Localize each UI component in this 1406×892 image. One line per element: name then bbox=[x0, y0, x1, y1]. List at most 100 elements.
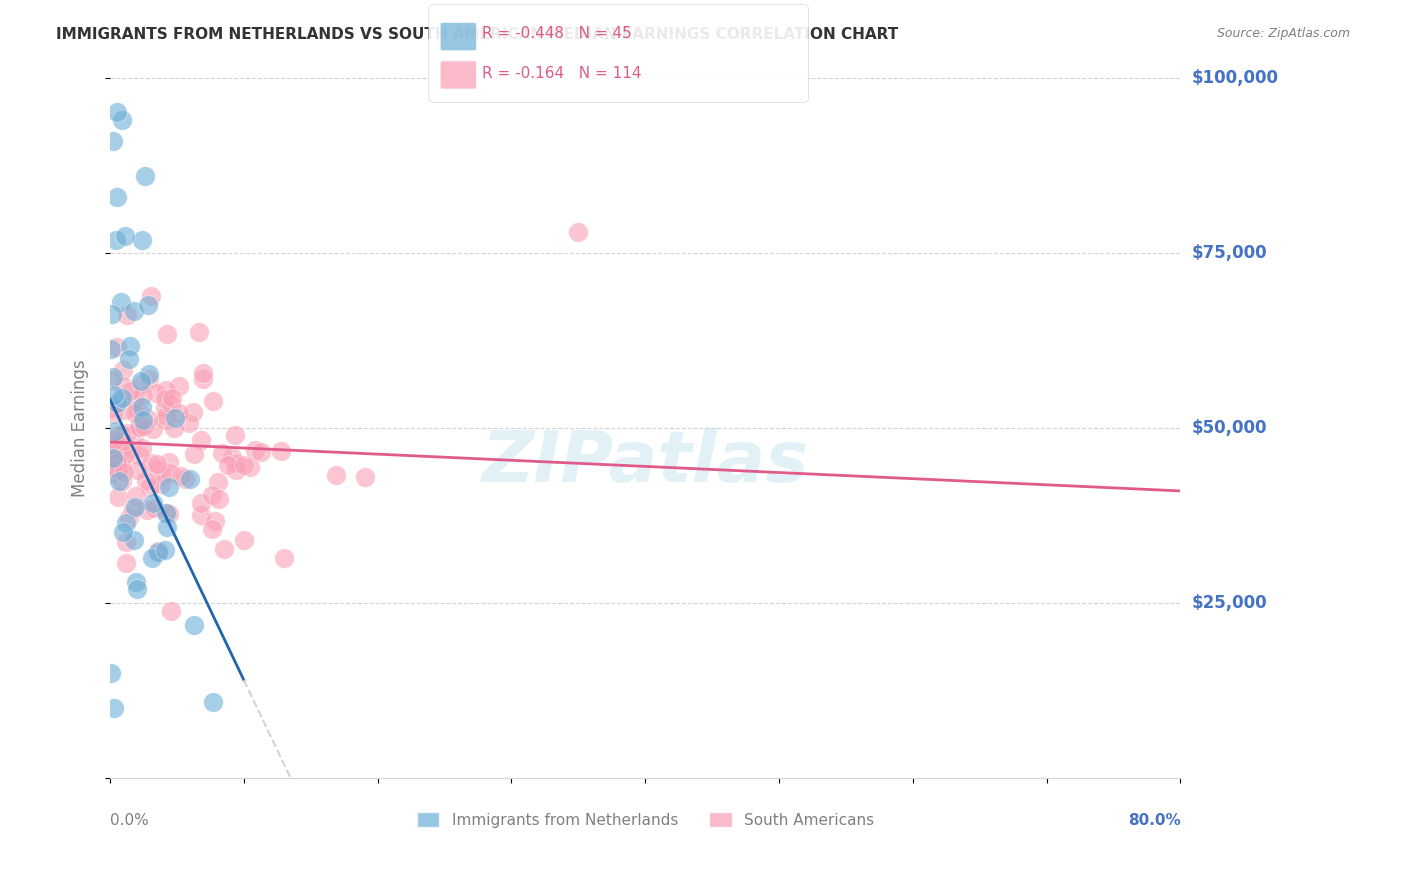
Point bbox=[118, 384, 141, 398]
Point bbox=[118, 339, 141, 353]
Point bbox=[163, 421, 186, 435]
Point bbox=[125, 582, 148, 597]
Point bbox=[141, 550, 163, 565]
Point bbox=[124, 500, 146, 514]
Point bbox=[117, 426, 139, 441]
Point bbox=[105, 455, 128, 469]
Point bbox=[139, 456, 162, 470]
Point bbox=[156, 506, 179, 520]
Point bbox=[100, 373, 122, 387]
Point bbox=[181, 405, 204, 419]
Point bbox=[115, 308, 138, 322]
Point bbox=[111, 378, 134, 392]
Point bbox=[138, 412, 160, 426]
Point bbox=[128, 420, 150, 434]
Point bbox=[105, 233, 128, 247]
Point bbox=[112, 363, 135, 377]
Point bbox=[225, 456, 247, 470]
Point bbox=[107, 462, 129, 476]
Point bbox=[122, 393, 145, 408]
Point bbox=[103, 462, 125, 476]
Point bbox=[204, 514, 226, 528]
Point bbox=[190, 508, 212, 523]
Point bbox=[201, 522, 224, 536]
Point bbox=[129, 374, 152, 388]
Point bbox=[122, 304, 145, 318]
Point bbox=[111, 113, 134, 128]
Point bbox=[112, 466, 135, 480]
Point bbox=[250, 445, 273, 459]
Text: ZIPatlas: ZIPatlas bbox=[481, 428, 808, 498]
Text: 80.0%: 80.0% bbox=[1128, 814, 1181, 829]
Point bbox=[190, 434, 212, 448]
Point bbox=[127, 403, 149, 417]
Point bbox=[160, 392, 183, 406]
Point bbox=[100, 467, 122, 481]
Point bbox=[136, 503, 159, 517]
Point bbox=[155, 401, 177, 415]
Point bbox=[155, 413, 177, 427]
Point bbox=[110, 392, 132, 406]
Point bbox=[157, 455, 180, 469]
Point bbox=[100, 342, 122, 356]
Point bbox=[170, 468, 193, 483]
Point bbox=[134, 169, 156, 183]
Point bbox=[107, 104, 129, 119]
Point bbox=[101, 134, 124, 148]
Point bbox=[160, 604, 183, 618]
Point bbox=[146, 457, 169, 471]
Point bbox=[201, 695, 224, 709]
Point bbox=[155, 409, 177, 423]
Point bbox=[146, 463, 169, 477]
Point bbox=[131, 233, 153, 247]
Point bbox=[221, 450, 243, 465]
Point bbox=[110, 294, 132, 309]
Point bbox=[101, 447, 124, 461]
Point bbox=[156, 326, 179, 341]
Point bbox=[107, 429, 129, 443]
Point bbox=[153, 542, 176, 557]
Point bbox=[114, 516, 136, 530]
Point bbox=[157, 480, 180, 494]
Point bbox=[174, 472, 197, 486]
Point bbox=[110, 457, 132, 471]
Point bbox=[193, 372, 215, 386]
Point bbox=[122, 428, 145, 442]
Point bbox=[101, 449, 124, 463]
Point bbox=[114, 534, 136, 549]
Text: IMMIGRANTS FROM NETHERLANDS VS SOUTH AMERICAN MEDIAN EARNINGS CORRELATION CHART: IMMIGRANTS FROM NETHERLANDS VS SOUTH AME… bbox=[56, 27, 898, 42]
Point bbox=[103, 407, 125, 421]
Point bbox=[103, 461, 125, 475]
Point bbox=[201, 488, 224, 502]
Point bbox=[156, 520, 179, 534]
Point bbox=[201, 394, 224, 409]
Text: R = -0.164   N = 114: R = -0.164 N = 114 bbox=[482, 66, 641, 80]
Point bbox=[103, 388, 125, 402]
Point bbox=[191, 367, 214, 381]
Point bbox=[100, 307, 122, 321]
Point bbox=[160, 397, 183, 411]
Point bbox=[129, 420, 152, 434]
Point bbox=[148, 544, 170, 558]
Point bbox=[115, 556, 138, 570]
Point bbox=[211, 446, 233, 460]
Point bbox=[127, 462, 149, 476]
Point bbox=[167, 406, 190, 420]
Point bbox=[183, 617, 205, 632]
Point bbox=[125, 575, 148, 590]
Point bbox=[150, 467, 173, 482]
Point bbox=[190, 496, 212, 510]
Point bbox=[122, 533, 145, 548]
Point bbox=[159, 467, 181, 481]
Point bbox=[155, 507, 177, 521]
Point bbox=[214, 541, 236, 556]
Point bbox=[122, 502, 145, 516]
Point bbox=[146, 385, 169, 400]
Point bbox=[104, 433, 127, 447]
Point bbox=[232, 533, 254, 548]
Point bbox=[143, 500, 166, 515]
Point bbox=[225, 463, 247, 477]
Point bbox=[141, 421, 163, 435]
Point bbox=[155, 383, 177, 397]
Point bbox=[107, 454, 129, 468]
